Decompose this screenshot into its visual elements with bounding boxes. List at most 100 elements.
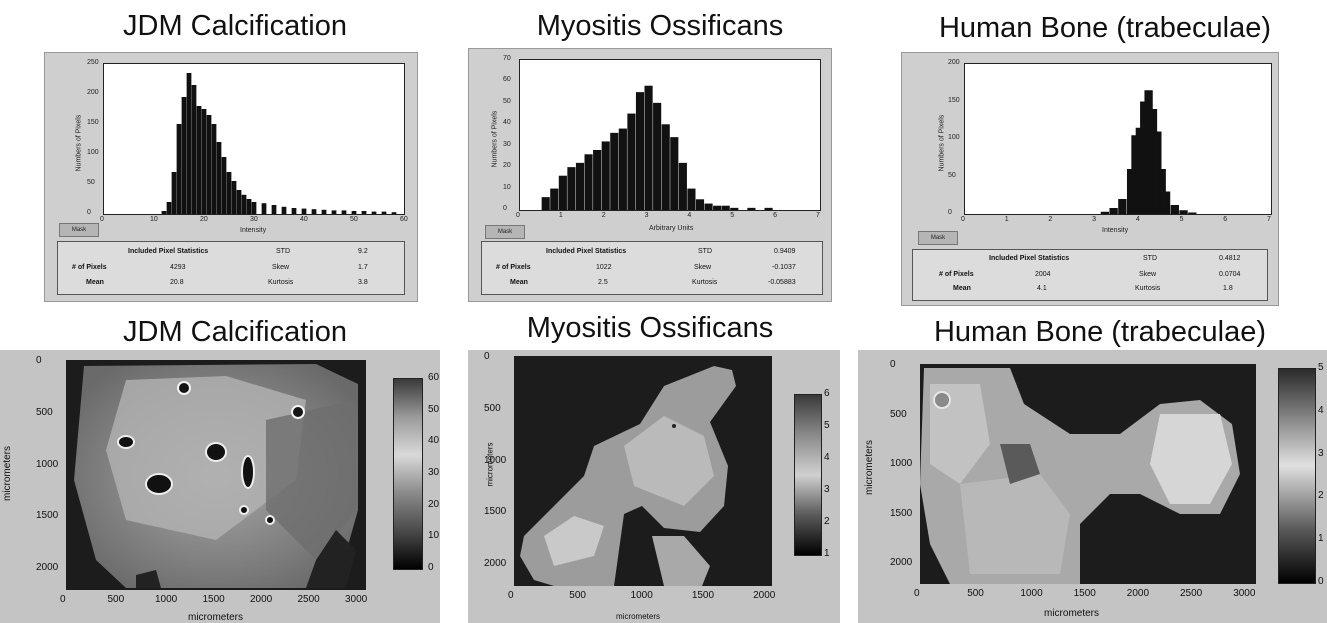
y-axis-label: Numbers of Pixels [938, 114, 946, 172]
y-axis-label: micrometers [2, 445, 14, 502]
stats-label: Mean [510, 279, 528, 286]
mask-button[interactable]: Mask [918, 231, 958, 245]
y-axis-label: Numbers of Pixels [491, 110, 499, 168]
histogram-plot-area [519, 59, 821, 211]
colorbar-tick-label: 10 [428, 530, 440, 542]
x-tick-label: 1500 [1073, 588, 1096, 599]
x-tick-label: 1000 [1020, 588, 1043, 599]
histogram-bar [644, 85, 653, 210]
x-tick-label: 40 [300, 216, 308, 223]
y-tick-label: 2000 [36, 562, 59, 573]
histogram-bar [211, 124, 217, 214]
stats-table: Included Pixel Statistics STD 9.2 # of P… [57, 241, 405, 295]
histogram-bar [764, 207, 773, 210]
histogram-bar [176, 124, 182, 214]
x-tick-label: 3 [644, 212, 649, 219]
x-tick-label: 30 [250, 216, 258, 223]
stats-value: 3.8 [358, 279, 368, 286]
x-tick-label: 3000 [1233, 588, 1256, 599]
histogram-bar [558, 175, 567, 210]
stats-label: Kurtosis [1135, 285, 1161, 292]
histogram-bar [575, 162, 585, 210]
x-axis-label: Intensity [240, 227, 267, 234]
y-tick-label: 20 [503, 162, 511, 170]
colorbar-tick-label: 0 [428, 562, 434, 573]
histogram-bar [567, 167, 576, 210]
histogram-bar [730, 207, 739, 210]
map-panel-jdm: micrometers micrometers 0 500 1000 1500 2000… [0, 350, 440, 623]
x-tick-label: 6 [773, 212, 778, 219]
histogram-panel-jdm: Numbers of Pixels Intensity Mask Include… [44, 52, 418, 302]
stats-value: 4293 [170, 264, 186, 271]
histogram-bar [584, 154, 593, 210]
histogram-bar [371, 211, 377, 214]
histogram-bar [1157, 169, 1166, 214]
histogram-bar [261, 203, 267, 214]
stats-label: STD [698, 248, 712, 255]
colorbar-tick-label: 6 [824, 388, 830, 399]
intensity-map [66, 360, 366, 590]
x-tick-label: 2500 [297, 594, 320, 605]
histogram-bar [1153, 131, 1162, 214]
histogram-bar [1179, 210, 1188, 214]
map-title-myositis: Myositis Ossificans [526, 312, 774, 344]
x-tick-label: 2000 [753, 590, 776, 601]
stats-value: 2.5 [598, 279, 608, 286]
histogram-bar [687, 188, 696, 210]
x-tick-label: 0 [961, 216, 965, 223]
stats-label: STD [276, 248, 290, 255]
x-tick-label: 1 [1004, 216, 1009, 223]
histogram-bar [721, 205, 730, 210]
y-axis-label: Numbers of Pixels [75, 114, 83, 172]
colorbar-tick-label: 2 [1318, 490, 1324, 502]
histogram-title-jdm: JDM Calcification [123, 10, 347, 42]
x-tick-label: 5 [1179, 216, 1184, 223]
stats-value: 1.8 [1223, 285, 1233, 292]
colorbar [393, 378, 423, 570]
colorbar-tick-label: 60 [428, 372, 440, 383]
colorbar-tick-label: 4 [1318, 404, 1324, 416]
histogram-bar [1135, 127, 1145, 214]
mask-button[interactable]: Mask [485, 225, 525, 239]
x-tick-label: 3000 [345, 594, 368, 605]
stats-header: Included Pixel Statistics [546, 248, 627, 255]
y-tick-label: 1000 [484, 454, 507, 466]
histogram-bar [216, 142, 222, 214]
x-axis-label: micrometers [188, 612, 244, 623]
y-tick-label: 200 [87, 89, 99, 96]
x-tick-label: 1500 [202, 594, 225, 605]
histogram-plot-area [103, 63, 405, 215]
stats-table: Included Pixel Statistics STD 0.9409 # o… [481, 241, 823, 295]
y-tick-label: 50 [948, 171, 956, 179]
x-tick-label: 50 [350, 216, 358, 223]
y-tick-label: 500 [484, 402, 501, 414]
x-tick-label: 1500 [691, 590, 715, 601]
colorbar-tick-label: 5 [1318, 362, 1324, 373]
colorbar-tick-label: 1 [824, 548, 830, 559]
y-tick-label: 150 [948, 96, 960, 104]
histogram-bar [610, 132, 619, 210]
stats-label: # of Pixels [72, 264, 107, 271]
map-title-bone: Human Bone (trabeculae) [933, 316, 1267, 348]
intensity-map [920, 364, 1256, 584]
x-tick-label: 1000 [155, 594, 178, 605]
x-tick-label: 7 [1267, 216, 1271, 223]
histogram-bar [206, 115, 212, 214]
histogram-bar [221, 157, 227, 214]
histogram-bar [1170, 205, 1179, 214]
stats-label: Kurtosis [268, 279, 294, 286]
y-tick-label: 0 [503, 205, 507, 212]
histogram-bar [251, 202, 257, 214]
x-tick-label: 500 [967, 588, 984, 599]
colorbar [794, 394, 822, 556]
y-tick-label: 1500 [890, 507, 913, 519]
map-panel-myositis: micrometers micrometers 0 500 1000 1500 2000… [468, 350, 840, 623]
mask-button[interactable]: Mask [59, 223, 99, 237]
x-tick-label: 500 [107, 594, 125, 605]
colorbar-tick-label: 1 [1318, 533, 1324, 545]
y-tick-label: 30 [503, 140, 511, 148]
colorbar-tick-label: 4 [824, 452, 830, 463]
x-tick-label: 60 [400, 216, 408, 223]
histogram-bar [627, 113, 636, 210]
x-tick-label: 4 [687, 212, 692, 219]
